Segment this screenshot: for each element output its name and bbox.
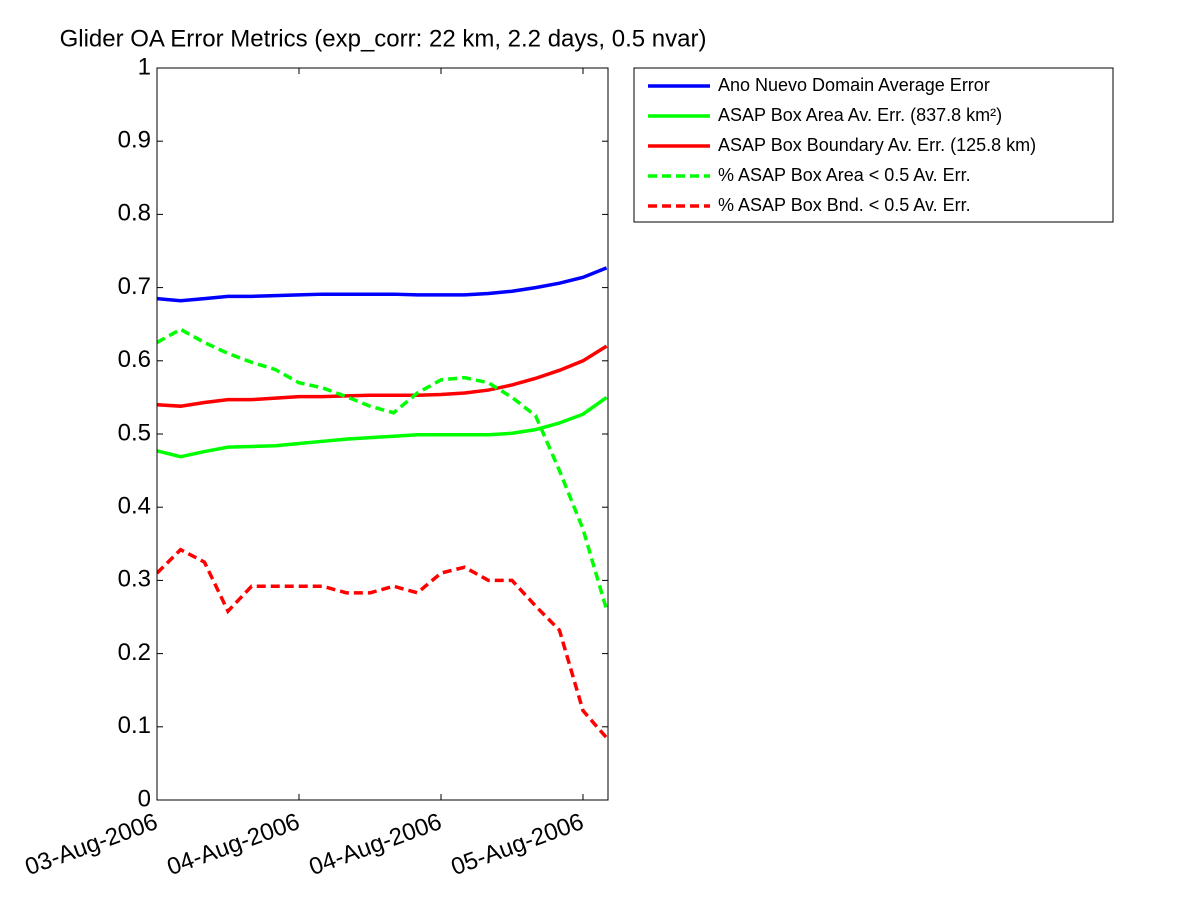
x-tick-label: 04-Aug-2006 (164, 808, 304, 881)
legend-label: Ano Nuevo Domain Average Error (718, 75, 990, 95)
y-tick-label: 0.9 (118, 127, 151, 154)
series-line (157, 327, 608, 611)
series-line (157, 395, 608, 459)
y-tick-label: 0.3 (118, 566, 151, 593)
y-tick-label: 0.2 (118, 639, 151, 666)
chart-title: Glider OA Error Metrics (exp_corr: 22 km… (60, 25, 707, 52)
series-line (157, 344, 608, 408)
y-tick-label: 1 (138, 53, 151, 80)
x-tick-label: 04-Aug-2006 (306, 808, 446, 881)
y-tick-label: 0.1 (118, 712, 151, 739)
y-tick-label: 0.8 (118, 200, 151, 227)
series-line (157, 266, 608, 303)
x-tick-label: 05-Aug-2006 (448, 808, 588, 881)
legend-label: ASAP Box Area Av. Err. (837.8 km²) (718, 105, 1002, 125)
series-line (157, 547, 608, 739)
legend-label: % ASAP Box Area < 0.5 Av. Err. (718, 165, 971, 185)
y-tick-label: 0.7 (118, 273, 151, 300)
x-tick-label: 03-Aug-2006 (22, 808, 162, 881)
y-tick-label: 0 (138, 785, 151, 812)
axes-box (156, 67, 609, 801)
y-tick-label: 0.4 (118, 493, 151, 520)
legend-box (633, 67, 1114, 223)
y-tick-label: 0.5 (118, 419, 151, 446)
plot-area (157, 68, 608, 800)
y-tick-label: 0.6 (118, 346, 151, 373)
legend-label: % ASAP Box Bnd. < 0.5 Av. Err. (718, 195, 971, 215)
legend-label: ASAP Box Boundary Av. Err. (125.8 km) (718, 135, 1036, 155)
